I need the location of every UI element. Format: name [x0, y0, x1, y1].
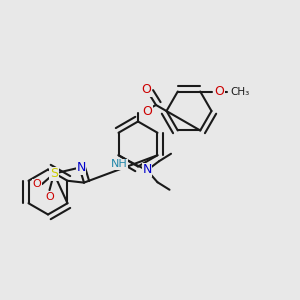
Text: N: N [76, 161, 86, 174]
Text: N: N [142, 163, 152, 176]
Text: CH₃: CH₃ [230, 86, 250, 97]
Text: O: O [142, 105, 152, 118]
Text: O: O [45, 192, 54, 202]
Text: NH: NH [111, 159, 128, 170]
Text: O: O [214, 85, 224, 98]
Text: O: O [141, 83, 151, 97]
Text: S: S [50, 167, 58, 180]
Text: O: O [32, 179, 41, 189]
